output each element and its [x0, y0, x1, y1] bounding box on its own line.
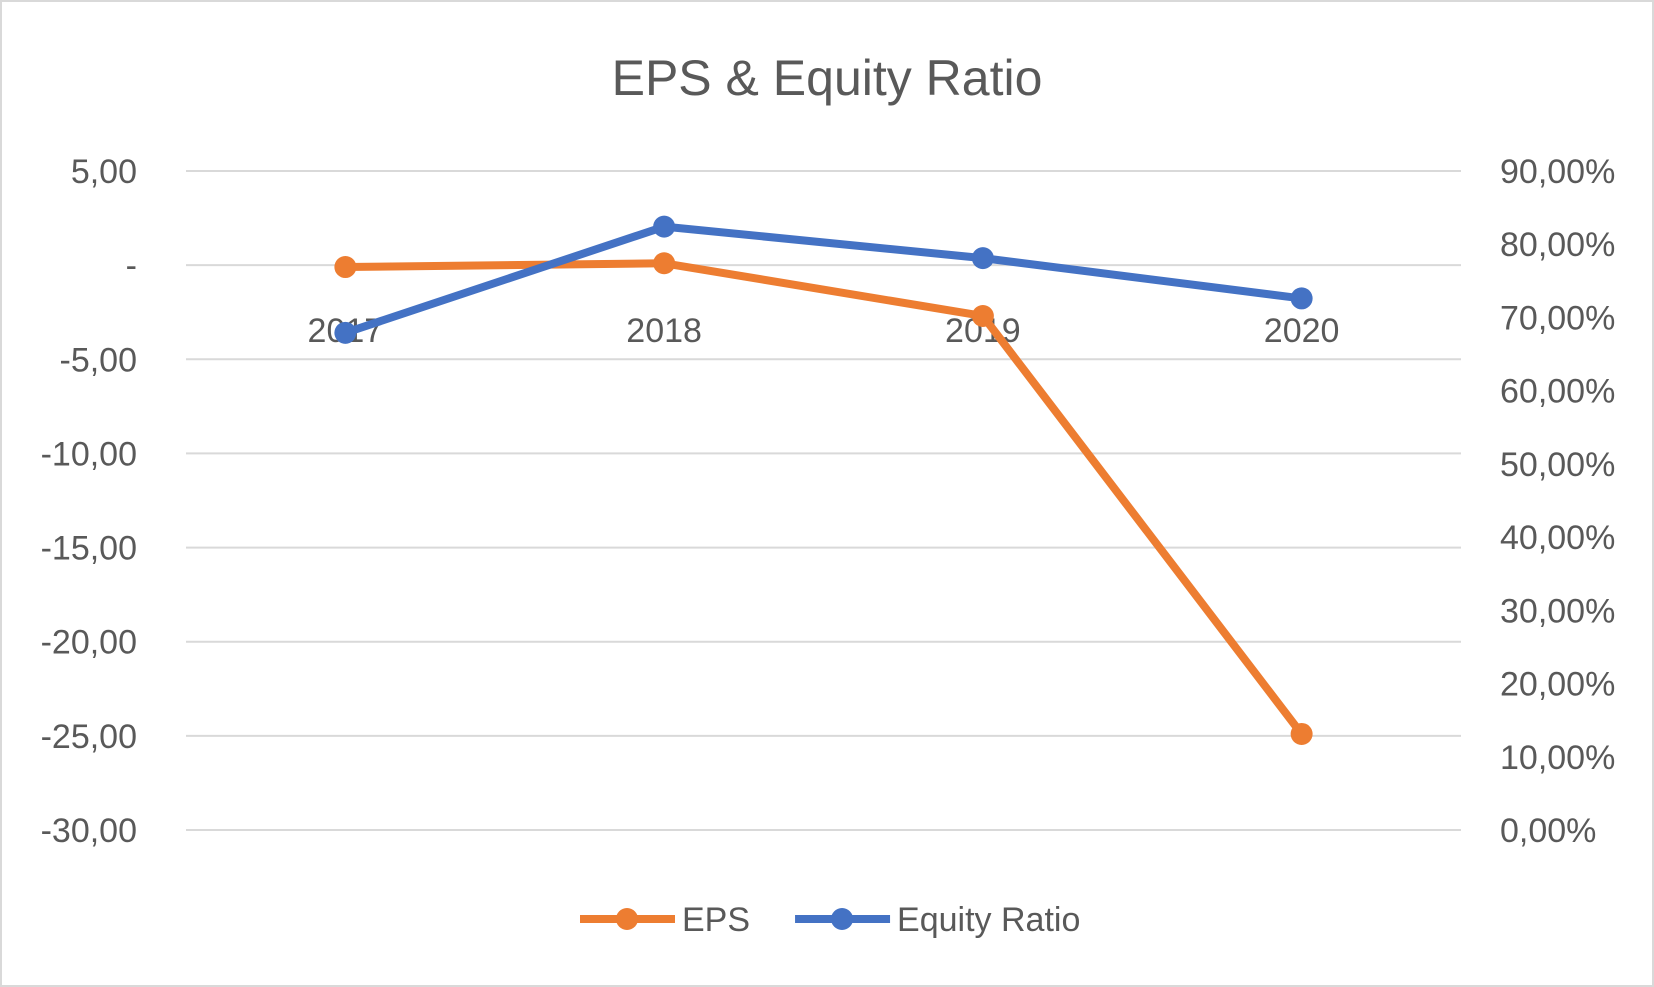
series-line-equity-ratio	[344, 222, 1303, 337]
data-point-equity-ratio	[971, 247, 994, 270]
y-left-tick-label: -5,00	[60, 341, 138, 379]
legend-label: Equity Ratio	[897, 901, 1080, 939]
y-right-tick-label: 0,00%	[1500, 812, 1596, 850]
x-tick-label: 2018	[626, 312, 702, 350]
data-point-eps	[653, 252, 676, 275]
y-left-tick-label: 5,00	[71, 153, 137, 191]
data-point-eps	[1290, 722, 1313, 745]
y-left-tick-label: -10,00	[41, 435, 137, 473]
chart-title: EPS & Equity Ratio	[612, 50, 1043, 106]
y-right-tick-label: 80,00%	[1500, 226, 1615, 264]
data-point-equity-ratio	[334, 321, 357, 344]
y-right-tick-label: 40,00%	[1500, 519, 1615, 557]
y-right-tick-label: 10,00%	[1500, 739, 1615, 777]
legend-swatch-marker	[831, 908, 854, 930]
y-left-tick-label: -20,00	[41, 624, 137, 662]
y-right-tick-label: 50,00%	[1500, 446, 1615, 484]
y-right-tick-label: 90,00%	[1500, 153, 1615, 191]
x-tick-label: 2020	[1264, 312, 1340, 350]
y-left-tick-label: -15,00	[41, 530, 137, 568]
y-left-tick-label: -25,00	[41, 718, 137, 756]
y-right-tick-label: 30,00%	[1500, 592, 1615, 630]
data-point-equity-ratio	[653, 215, 676, 238]
legend-label: EPS	[682, 901, 750, 939]
y-left-tick-label: -30,00	[41, 812, 137, 850]
data-point-eps	[334, 256, 357, 279]
series-line-eps	[345, 259, 1305, 737]
y-left-tick-label: -	[126, 247, 137, 285]
legend-swatch-marker	[616, 908, 638, 930]
y-right-tick-label: 20,00%	[1500, 666, 1615, 704]
data-point-equity-ratio	[1290, 287, 1313, 310]
y-right-tick-label: 60,00%	[1500, 373, 1615, 411]
y-right-tick-label: 70,00%	[1500, 299, 1615, 337]
data-point-eps	[971, 304, 994, 327]
